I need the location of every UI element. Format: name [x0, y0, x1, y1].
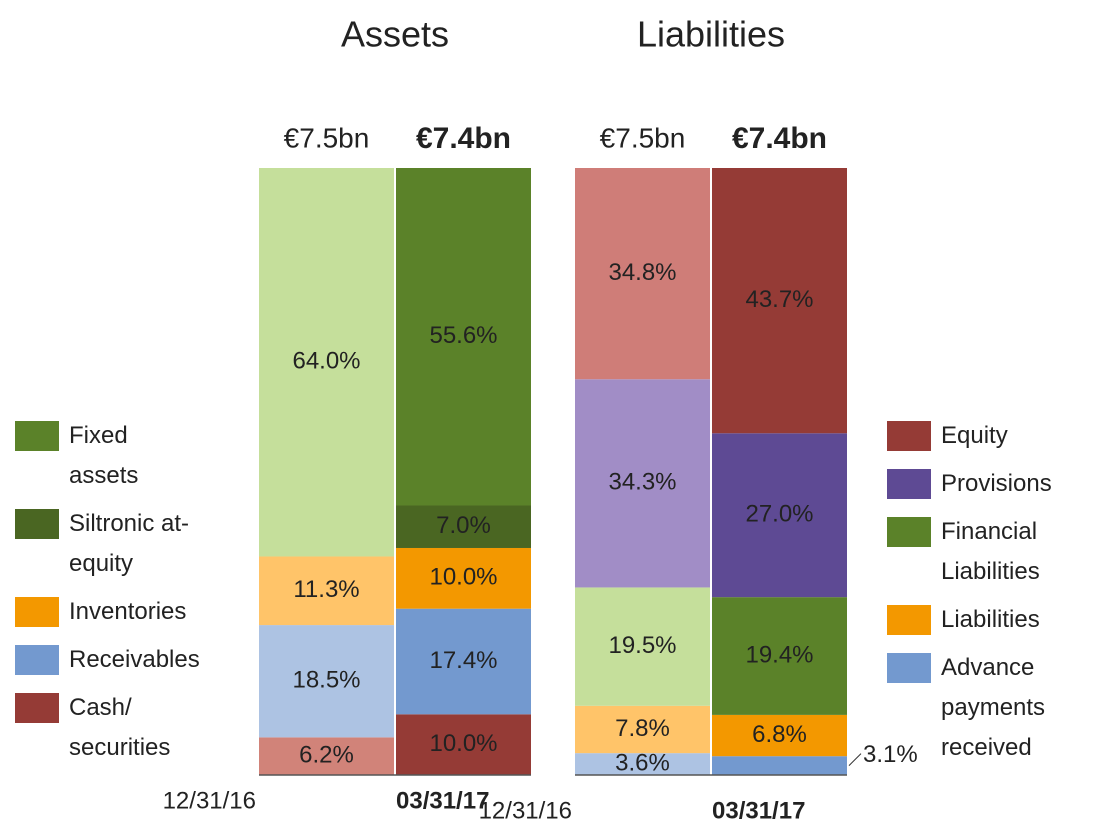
bar-segment [259, 556, 394, 626]
data-label: 3.6% [615, 749, 670, 776]
legend-label: Inventories [69, 598, 187, 625]
legend-label: Equity [941, 422, 1008, 449]
legend-item: Cash/ securities [15, 688, 195, 768]
legend-item: Liabilities [887, 600, 1087, 640]
bar-segment [575, 587, 710, 706]
data-label: 43.7% [745, 286, 813, 313]
bar-segment [396, 608, 531, 715]
leader-line [848, 753, 862, 766]
bar-segment [712, 168, 847, 434]
data-label: 18.5% [292, 667, 360, 694]
data-label: 64.0% [292, 348, 360, 375]
data-label: 34.3% [608, 469, 676, 496]
legend-swatch [887, 653, 931, 683]
bar-segment [575, 379, 710, 588]
chart-title: Assets [341, 14, 449, 55]
legend-swatch [15, 597, 59, 627]
data-label: 10.0% [429, 730, 497, 757]
bar-segment [712, 756, 847, 775]
legend: Fixed assets Siltronic at-equity Inventori… [15, 416, 200, 776]
bar-segment [259, 625, 394, 738]
legend: Equity Provisions Financial Liabilities Lia… [887, 416, 1087, 776]
legend-item: Inventories [15, 592, 195, 632]
x-tick-label: 03/31/17 [396, 787, 489, 814]
legend-label: Receivables [69, 646, 200, 673]
legend-swatch [887, 421, 931, 451]
x-tick-label: 03/31/17 [712, 797, 805, 824]
bar-segment [712, 433, 847, 598]
legend-label: Fixed assets [69, 422, 139, 489]
legend-swatch [15, 509, 59, 539]
legend-item: Equity [887, 416, 1087, 456]
chart-title: Liabilities [637, 14, 785, 55]
data-label: 6.2% [299, 742, 354, 769]
legend-item: Fixed assets [15, 416, 195, 496]
data-label: 19.4% [745, 641, 813, 668]
total-label: €7.5bn [284, 122, 370, 153]
bar-segment [712, 597, 847, 715]
legend-swatch [15, 421, 59, 451]
data-label: 17.4% [429, 647, 497, 674]
total-label: €7.5bn [600, 122, 686, 153]
data-label: 55.6% [429, 322, 497, 349]
legend-label: Financial Liabilities [941, 518, 1040, 585]
total-label: €7.4bn [416, 122, 511, 155]
legend-swatch [887, 469, 931, 499]
bar-segment [396, 505, 531, 548]
legend-label: Cash/ securities [69, 694, 171, 761]
bar-segment [575, 168, 710, 380]
bar-segment [396, 547, 531, 609]
x-tick-label: 12/31/16 [479, 797, 572, 824]
bar-segment [575, 753, 710, 775]
bar-segment [396, 714, 531, 775]
bar-segment [575, 705, 710, 754]
legend-swatch [887, 605, 931, 635]
data-label: 3.1% [863, 741, 918, 768]
legend-item: Advance payments received [887, 648, 1087, 768]
legend-item: Receivables [15, 640, 200, 680]
legend-label: Siltronic at-equity [69, 510, 190, 577]
legend-swatch [15, 693, 59, 723]
legend-swatch [887, 517, 931, 547]
x-tick-label: 12/31/16 [163, 787, 256, 814]
legend-item: Provisions [887, 464, 1087, 504]
data-label: 19.5% [608, 632, 676, 659]
data-label: 6.8% [752, 721, 807, 748]
bar-segment [259, 737, 394, 775]
legend-item: Financial Liabilities [887, 512, 1087, 592]
bar-segment [712, 714, 847, 757]
total-label: €7.4bn [732, 122, 827, 155]
legend-label: Liabilities [941, 606, 1040, 633]
legend-label: Provisions [941, 470, 1052, 497]
bar-segment [396, 168, 531, 506]
bar-segment [259, 168, 394, 557]
data-label: 11.3% [293, 576, 359, 603]
data-label: 27.0% [745, 501, 813, 528]
legend-item: Siltronic at-equity [15, 504, 195, 584]
legend-swatch [15, 645, 59, 675]
data-label: 34.8% [608, 259, 676, 286]
legend-label: Advance payments received [941, 654, 1046, 761]
data-label: 10.0% [429, 564, 497, 591]
data-label: 7.8% [615, 715, 670, 742]
data-label: 7.0% [436, 512, 491, 539]
